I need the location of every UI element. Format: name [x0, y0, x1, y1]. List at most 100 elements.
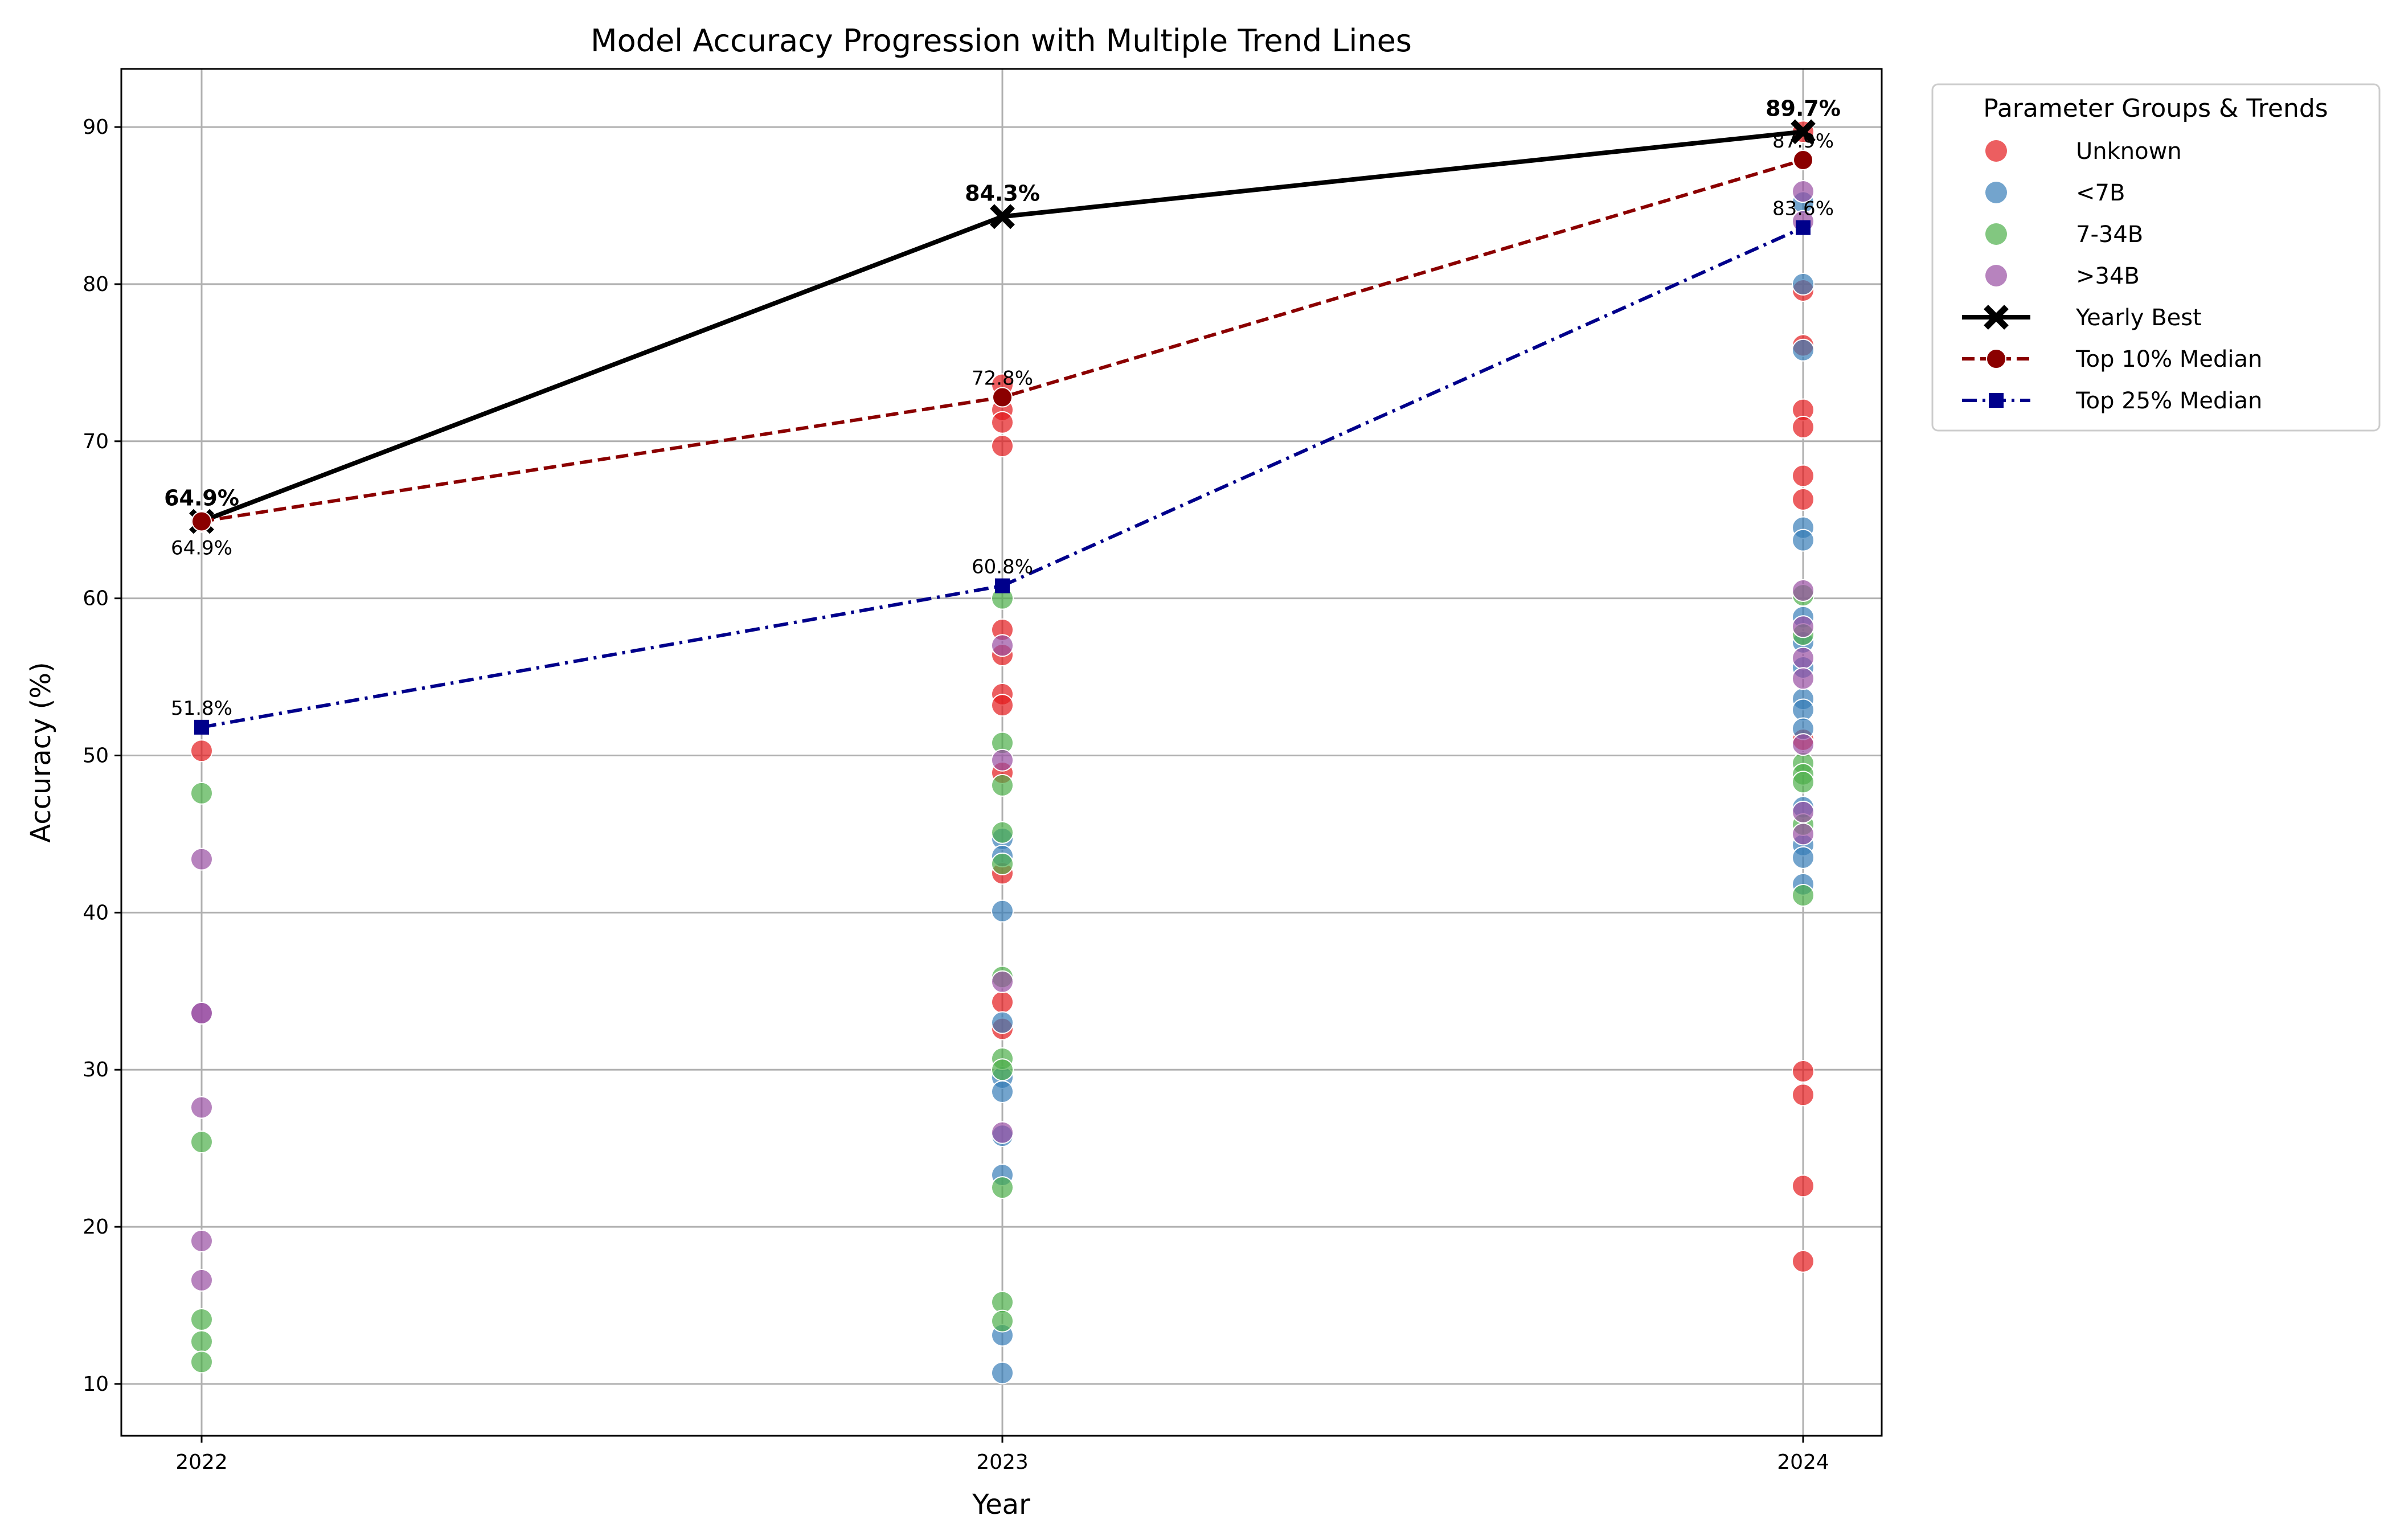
data-point->34B	[1792, 800, 1815, 824]
data-point->34B	[190, 1229, 213, 1252]
data-point-7-34B	[1792, 771, 1815, 794]
data-point->34B	[991, 970, 1014, 993]
marker-square	[194, 719, 209, 735]
data-point-<7B	[991, 1080, 1014, 1103]
data-point->34B	[1792, 667, 1815, 690]
marker-square	[995, 578, 1010, 593]
data-point->34B	[1792, 822, 1815, 846]
data-point-Unknown	[1792, 1174, 1815, 1198]
legend: Parameter Groups & Trends Unknown <7B 7-34…	[1931, 83, 2381, 432]
data-point-7-34B	[190, 1350, 213, 1374]
data-label: 84.3%	[965, 181, 1040, 206]
data-point-7-34B	[1792, 884, 1815, 907]
data-label: 51.8%	[171, 697, 232, 720]
marker-x	[1984, 305, 2009, 330]
data-point->34B	[1792, 579, 1815, 602]
data-point->34B	[190, 1268, 213, 1292]
data-point-7-34B	[190, 1131, 213, 1154]
legend-label: >34B	[2076, 263, 2140, 289]
data-label: 60.8%	[972, 556, 1033, 579]
legend-marker	[1985, 265, 2007, 286]
legend-label: Top 10% Median	[2075, 346, 2262, 372]
y-tick-label: 90	[83, 116, 109, 139]
data-point->34B	[190, 1096, 213, 1119]
data-point-<7B	[1792, 338, 1815, 362]
data-point-<7B	[991, 1361, 1014, 1385]
x-tick-label: 2024	[1777, 1451, 1829, 1474]
data-point->34B	[991, 634, 1014, 657]
chart-title: Model Accuracy Progression with Multiple…	[591, 23, 1412, 59]
legend-marker	[1985, 223, 2007, 245]
data-point-7-34B	[991, 821, 1014, 844]
marker-x	[1791, 119, 1816, 145]
data-point-7-34B	[991, 1058, 1014, 1082]
data-label: 83.6%	[1772, 198, 1834, 220]
data-point-Unknown	[1792, 488, 1815, 511]
data-label: 64.9%	[171, 536, 232, 559]
legend-label: 7-34B	[2076, 222, 2143, 248]
data-label: 89.7%	[1766, 96, 1841, 121]
legend-label: <7B	[2076, 180, 2125, 206]
data-point-Unknown	[991, 411, 1014, 434]
y-tick-label: 60	[83, 587, 109, 611]
x-tick-label: 2022	[175, 1451, 228, 1474]
marker-square	[1989, 393, 2004, 408]
data-point-Unknown	[1792, 415, 1815, 439]
data-point-Unknown	[1792, 1083, 1815, 1107]
y-tick-label: 70	[83, 430, 109, 453]
data-point-<7B	[1792, 846, 1815, 869]
marker-circle	[1793, 150, 1813, 170]
axis-ticks: 2022 2023 2024 10 20 30 40 50 60 70 80 90	[83, 116, 1829, 1474]
y-tick-label: 20	[83, 1215, 109, 1239]
data-point->34B	[1792, 646, 1815, 670]
data-point-Unknown	[190, 739, 213, 763]
data-point->34B	[991, 748, 1014, 772]
marker-square	[1796, 220, 1811, 235]
data-point->34B	[190, 847, 213, 871]
data-point-<7B	[1792, 272, 1815, 296]
y-tick-label: 10	[83, 1373, 109, 1396]
x-tick-label: 2023	[976, 1451, 1029, 1474]
marker-circle	[1986, 349, 2006, 369]
data-point-7-34B	[190, 1330, 213, 1353]
data-label: 87.9%	[1772, 130, 1834, 153]
data-point->34B	[1792, 615, 1815, 638]
legend-title: Parameter Groups & Trends	[1983, 94, 2328, 123]
data-label: 72.8%	[972, 367, 1033, 390]
data-point-Unknown	[1792, 464, 1815, 488]
data-point->34B	[991, 1121, 1014, 1144]
x-axis-label: Year	[972, 1489, 1030, 1521]
legend-label: Top 25% Median	[2075, 388, 2262, 414]
data-point->34B	[1792, 180, 1815, 203]
data-point-7-34B	[190, 1308, 213, 1331]
marker-circle	[191, 511, 212, 532]
data-point-7-34B	[991, 1309, 1014, 1333]
data-point-7-34B	[991, 773, 1014, 797]
data-point-7-34B	[190, 781, 213, 805]
data-point->34B	[1792, 733, 1815, 756]
legend-marker	[1985, 140, 2007, 162]
data-point->34B	[190, 1001, 213, 1025]
legend-box	[1931, 83, 2381, 432]
y-axis-label: Accuracy (%)	[25, 662, 57, 842]
legend-label: Unknown	[2076, 138, 2182, 165]
data-point-7-34B	[991, 1176, 1014, 1199]
data-point-<7B	[991, 899, 1014, 923]
data-point-Unknown	[991, 694, 1014, 717]
data-point-<7B	[991, 1011, 1014, 1034]
data-point-7-34B	[991, 852, 1014, 875]
marker-x	[990, 204, 1015, 230]
trend-lines: 64.9% 84.3% 89.7% 64.9% 72.8% 87.9% 51.8% 60.8%…	[164, 96, 1841, 735]
trend-line-Top 25% Median	[201, 226, 1804, 729]
data-label: 64.9%	[164, 485, 239, 510]
data-point-Unknown	[991, 990, 1014, 1014]
data-point-Unknown	[1792, 1060, 1815, 1083]
y-tick-label: 50	[83, 744, 109, 768]
legend-marker	[1985, 182, 2007, 203]
data-point-Unknown	[1792, 1250, 1815, 1273]
marker-circle	[992, 387, 1013, 408]
data-point-Unknown	[991, 435, 1014, 458]
y-tick-label: 30	[83, 1058, 109, 1082]
data-point-<7B	[1792, 529, 1815, 552]
